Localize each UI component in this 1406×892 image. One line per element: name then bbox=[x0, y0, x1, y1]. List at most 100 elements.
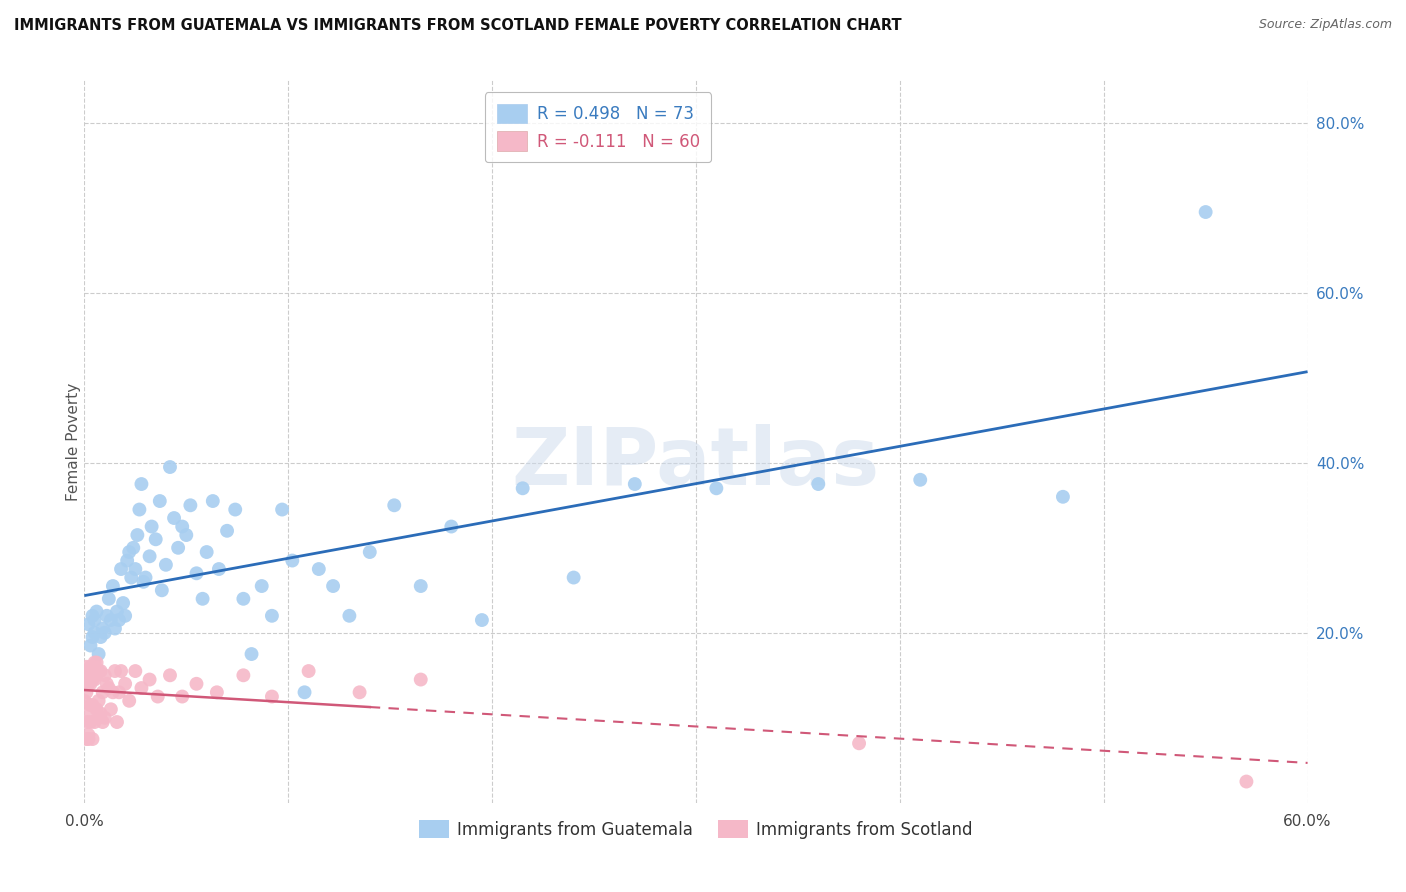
Point bbox=[250, 579, 273, 593]
Point bbox=[910, 473, 932, 487]
Point bbox=[83, 714, 105, 729]
Legend: Immigrants from Guatemala, Immigrants from Scotland: Immigrants from Guatemala, Immigrants fr… bbox=[409, 811, 983, 848]
Point bbox=[79, 714, 101, 729]
Point bbox=[82, 673, 104, 687]
Point bbox=[91, 685, 114, 699]
Point bbox=[83, 613, 105, 627]
Point bbox=[706, 481, 728, 495]
Point bbox=[86, 605, 108, 619]
Point bbox=[131, 477, 153, 491]
Y-axis label: Female Poverty: Female Poverty bbox=[66, 383, 80, 500]
Point bbox=[77, 677, 100, 691]
Point bbox=[77, 706, 100, 721]
Point bbox=[339, 608, 361, 623]
Point bbox=[108, 685, 131, 699]
Point bbox=[83, 673, 105, 687]
Point bbox=[124, 562, 146, 576]
Point bbox=[91, 622, 114, 636]
Point bbox=[79, 677, 101, 691]
Point bbox=[108, 613, 131, 627]
Point bbox=[93, 625, 115, 640]
Point bbox=[294, 685, 316, 699]
Point bbox=[87, 647, 110, 661]
Point bbox=[159, 460, 181, 475]
Point bbox=[322, 579, 344, 593]
Point bbox=[83, 625, 105, 640]
Point bbox=[440, 519, 463, 533]
Point bbox=[86, 702, 108, 716]
Point bbox=[135, 570, 157, 584]
Point bbox=[471, 613, 494, 627]
Point bbox=[86, 656, 108, 670]
Point bbox=[208, 562, 231, 576]
Point bbox=[138, 549, 160, 564]
Point bbox=[93, 668, 115, 682]
Point bbox=[82, 660, 104, 674]
Point bbox=[79, 698, 101, 712]
Point bbox=[97, 681, 120, 695]
Point bbox=[93, 711, 115, 725]
Point bbox=[87, 694, 110, 708]
Point bbox=[512, 481, 534, 495]
Point bbox=[96, 677, 118, 691]
Point bbox=[174, 528, 197, 542]
Point bbox=[90, 664, 112, 678]
Point bbox=[79, 660, 101, 674]
Point bbox=[82, 630, 104, 644]
Point bbox=[132, 574, 155, 589]
Point bbox=[110, 664, 132, 678]
Text: IMMIGRANTS FROM GUATEMALA VS IMMIGRANTS FROM SCOTLAND FEMALE POVERTY CORRELATION: IMMIGRANTS FROM GUATEMALA VS IMMIGRANTS … bbox=[14, 18, 901, 33]
Point bbox=[77, 617, 100, 632]
Point bbox=[191, 591, 214, 606]
Point bbox=[232, 668, 254, 682]
Point bbox=[179, 498, 201, 512]
Point bbox=[100, 613, 122, 627]
Point bbox=[409, 579, 432, 593]
Point bbox=[167, 541, 190, 555]
Point bbox=[359, 545, 381, 559]
Point bbox=[110, 562, 132, 576]
Point bbox=[807, 477, 830, 491]
Point bbox=[100, 702, 122, 716]
Point bbox=[101, 685, 124, 699]
Point bbox=[101, 579, 124, 593]
Point bbox=[77, 664, 100, 678]
Point bbox=[127, 528, 149, 542]
Point bbox=[195, 545, 218, 559]
Point bbox=[217, 524, 239, 538]
Point bbox=[77, 728, 100, 742]
Point bbox=[73, 673, 96, 687]
Text: ZIPatlas: ZIPatlas bbox=[512, 425, 880, 502]
Point bbox=[145, 533, 167, 547]
Point bbox=[118, 694, 141, 708]
Point bbox=[90, 706, 112, 721]
Point bbox=[232, 591, 254, 606]
Point bbox=[82, 732, 104, 747]
Point bbox=[271, 502, 294, 516]
Point bbox=[75, 664, 97, 678]
Point bbox=[128, 502, 150, 516]
Point bbox=[90, 630, 112, 644]
Point bbox=[205, 685, 228, 699]
Point bbox=[114, 608, 136, 623]
Point bbox=[120, 570, 142, 584]
Point bbox=[146, 690, 169, 704]
Point bbox=[104, 622, 127, 636]
Point bbox=[75, 732, 97, 747]
Point bbox=[96, 608, 118, 623]
Point bbox=[112, 596, 135, 610]
Point bbox=[1195, 205, 1218, 219]
Point bbox=[118, 545, 141, 559]
Point bbox=[159, 668, 181, 682]
Point bbox=[260, 690, 283, 704]
Point bbox=[172, 690, 194, 704]
Point bbox=[73, 694, 96, 708]
Point bbox=[83, 656, 105, 670]
Point bbox=[97, 591, 120, 606]
Point bbox=[562, 570, 585, 584]
Point bbox=[281, 553, 304, 567]
Point bbox=[75, 685, 97, 699]
Point bbox=[91, 714, 114, 729]
Point bbox=[349, 685, 371, 699]
Point bbox=[149, 494, 172, 508]
